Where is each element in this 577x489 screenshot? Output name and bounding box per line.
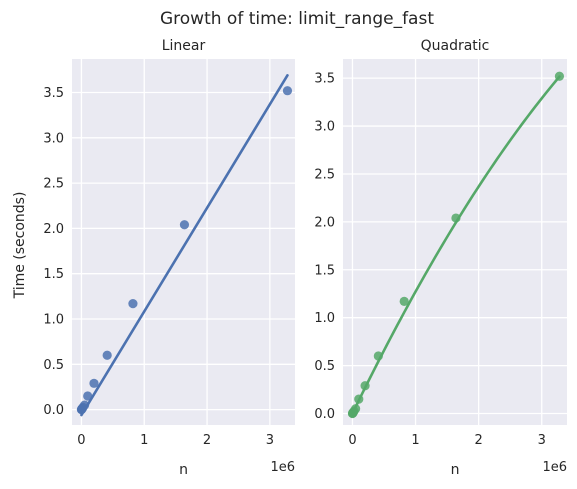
panel-linear: 0 1 2 3 0.0 0.5 1.0 1.5 2.0 2.5 3.0 3.5 Linear n 1e6	[43, 38, 295, 478]
y-tick-label: 2.0	[314, 215, 335, 230]
data-point	[554, 71, 565, 81]
y-tick-label: 2.5	[314, 167, 335, 182]
y-tick-label: 0.0	[43, 403, 64, 418]
plot-background-quadratic	[343, 59, 567, 425]
x-tick-label: 0	[77, 433, 85, 448]
y-tick-label: 1.0	[43, 313, 64, 328]
data-point	[360, 381, 370, 391]
y-tick-label: 3.5	[314, 72, 335, 87]
data-point	[102, 350, 112, 360]
panel-quadratic: 0 1 2 3 0.0 0.5 1.0 1.5 2.0 2.5 3.0 3.5 Quadratic n 1e…	[314, 38, 567, 478]
subplot-title: Quadratic	[421, 38, 490, 54]
data-point	[354, 394, 364, 404]
data-point	[373, 351, 383, 361]
y-tick-label: 3.5	[43, 86, 64, 101]
y-tick-label: 1.0	[314, 311, 335, 326]
data-point	[351, 404, 361, 414]
x-tick-label: 2	[203, 433, 211, 448]
x-tick-label: 0	[348, 433, 356, 448]
plot-background-linear	[72, 59, 295, 425]
y-tick-label: 1.5	[314, 263, 335, 278]
x-tick-label: 3	[266, 433, 274, 448]
y-tick-label: 1.5	[43, 267, 64, 282]
figure-suptitle: Growth of time: limit_range_fast	[160, 9, 434, 29]
y-tick-label: 3.0	[314, 120, 335, 135]
figure-ylabel: Time (seconds)	[12, 192, 28, 300]
x-tick-label: 3	[538, 433, 546, 448]
x-tick-label: 1	[411, 433, 419, 448]
x-offset-text: 1e6	[542, 460, 567, 475]
data-point	[89, 378, 99, 388]
x-offset-text: 1e6	[270, 460, 295, 475]
y-tick-label: 2.5	[43, 177, 64, 192]
data-point	[83, 391, 93, 401]
x-tick-label: 2	[475, 433, 483, 448]
data-point	[128, 299, 138, 309]
subplot-title: Linear	[162, 38, 206, 54]
data-point	[282, 86, 293, 96]
y-tick-label: 3.0	[43, 131, 64, 146]
data-point	[179, 220, 190, 230]
x-axis-label: n	[451, 462, 460, 478]
fit-line-linear	[80, 74, 289, 417]
data-point	[79, 400, 90, 410]
data-point	[451, 213, 461, 223]
x-tick-label: 1	[140, 433, 148, 448]
data-point	[399, 296, 409, 307]
y-tick-label: 0.0	[314, 407, 335, 422]
x-axis-label: n	[179, 462, 188, 478]
y-tick-label: 0.5	[314, 359, 335, 374]
y-tick-label: 2.0	[43, 222, 64, 237]
y-tick-label: 0.5	[43, 358, 64, 373]
